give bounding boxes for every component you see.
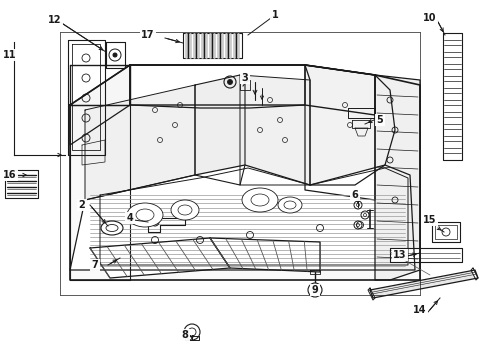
Circle shape: [113, 53, 117, 57]
Text: 8: 8: [181, 330, 188, 340]
Circle shape: [153, 220, 156, 224]
Polygon shape: [148, 218, 184, 232]
Ellipse shape: [101, 221, 123, 235]
Circle shape: [227, 80, 232, 85]
Polygon shape: [5, 170, 38, 198]
Polygon shape: [68, 40, 105, 155]
Polygon shape: [442, 33, 461, 160]
Text: 17: 17: [141, 30, 154, 40]
Ellipse shape: [171, 200, 199, 220]
Text: 16: 16: [3, 170, 17, 180]
Polygon shape: [183, 33, 242, 58]
Text: 6: 6: [351, 190, 358, 200]
Text: 9: 9: [311, 285, 318, 295]
Polygon shape: [209, 238, 319, 272]
Text: 5: 5: [376, 115, 383, 125]
Polygon shape: [70, 65, 419, 280]
Polygon shape: [85, 85, 195, 200]
Polygon shape: [470, 268, 477, 280]
Ellipse shape: [242, 188, 278, 212]
Text: 7: 7: [91, 260, 98, 270]
Polygon shape: [184, 336, 199, 340]
Ellipse shape: [127, 203, 163, 227]
Text: 1: 1: [271, 10, 278, 20]
Text: 3: 3: [241, 73, 248, 83]
Polygon shape: [305, 65, 394, 185]
Polygon shape: [90, 238, 229, 278]
Text: 4: 4: [126, 213, 133, 223]
Circle shape: [307, 283, 321, 297]
Polygon shape: [374, 75, 419, 280]
Polygon shape: [130, 65, 305, 108]
Polygon shape: [240, 75, 309, 185]
Text: 2: 2: [79, 200, 85, 210]
Text: 11: 11: [3, 50, 17, 60]
Polygon shape: [130, 65, 374, 115]
Polygon shape: [195, 75, 244, 185]
Text: 14: 14: [412, 305, 426, 315]
Polygon shape: [367, 288, 374, 300]
Polygon shape: [389, 248, 461, 262]
Text: 15: 15: [423, 215, 436, 225]
Polygon shape: [70, 65, 130, 145]
Polygon shape: [369, 270, 477, 298]
Ellipse shape: [278, 197, 302, 213]
Polygon shape: [305, 65, 374, 200]
Text: 12: 12: [48, 15, 61, 25]
Polygon shape: [70, 165, 414, 270]
Text: 10: 10: [423, 13, 436, 23]
Text: 13: 13: [392, 250, 406, 260]
Polygon shape: [431, 222, 459, 242]
